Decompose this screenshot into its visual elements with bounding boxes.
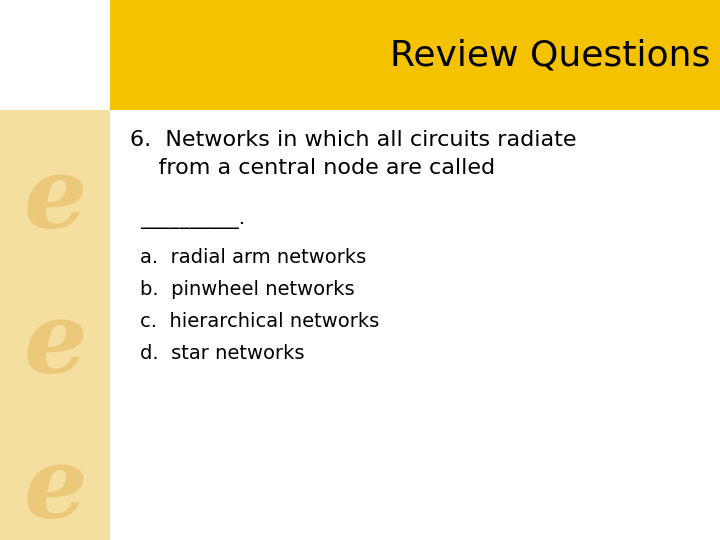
Text: e: e (23, 442, 87, 538)
Bar (110, 110, 720, 540)
Text: Review Questions: Review Questions (390, 38, 710, 72)
Text: 6.  Networks in which all circuits radiate: 6. Networks in which all circuits radiat… (130, 130, 577, 150)
Text: d.  star networks: d. star networks (140, 344, 305, 363)
Text: b.  pinwheel networks: b. pinwheel networks (140, 280, 355, 299)
Text: e: e (23, 152, 87, 248)
Text: e: e (23, 297, 87, 394)
Text: __________.: __________. (140, 210, 245, 229)
Bar (110, 0, 720, 110)
Text: from a central node are called: from a central node are called (130, 158, 495, 178)
Text: a.  radial arm networks: a. radial arm networks (140, 248, 366, 267)
Bar (0, 0, 110, 110)
Text: c.  hierarchical networks: c. hierarchical networks (140, 312, 379, 331)
Bar (0, 110, 110, 540)
